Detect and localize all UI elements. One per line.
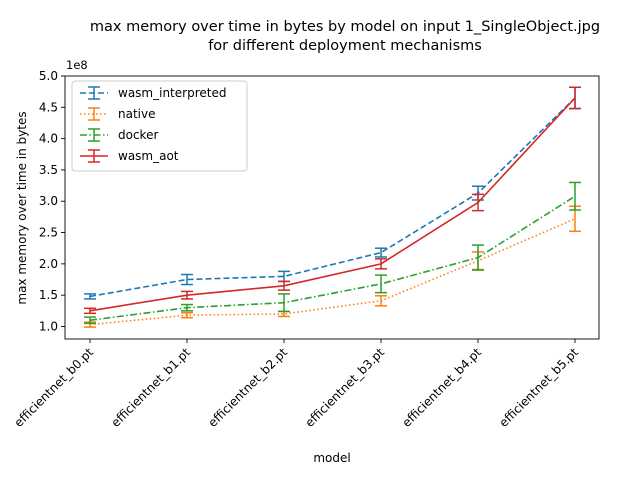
legend-item-docker: docker [80, 128, 158, 142]
x-tick-label: efficientnet_b4.pt [399, 345, 484, 430]
series-docker [84, 181, 581, 325]
y-offset-label: 1e8 [66, 58, 88, 72]
series-wasm_aot [84, 86, 581, 315]
chart-title-line-1: max memory over time in bytes by model o… [90, 19, 600, 35]
legend-label: native [118, 107, 155, 121]
y-tick-label: 5.0 [39, 69, 58, 83]
series-line [89, 97, 576, 312]
y-tick-label: 3.5 [39, 163, 58, 177]
y-tick-label: 4.5 [39, 100, 58, 114]
y-tick-label: 4.0 [39, 132, 58, 146]
x-tick-label: efficientnet_b5.pt [496, 345, 581, 430]
x-axis-ticks: efficientnet_b0.pt efficientnet_b1.pt effi… [11, 339, 581, 430]
x-axis-label: model [313, 451, 350, 465]
legend-label: wasm_interpreted [118, 86, 226, 100]
series-line [89, 195, 576, 322]
y-axis-label: max memory over time in bytes [15, 111, 29, 304]
plot-frame [64, 75, 600, 340]
y-axis-ticks: 1.0 1.5 2.0 2.5 3.0 3.5 4.0 4.5 5.0 [39, 69, 65, 333]
legend-box [71, 80, 248, 172]
x-tick-label: efficientnet_b2.pt [205, 345, 290, 430]
x-tick-label: efficientnet_b0.pt [11, 345, 96, 430]
legend-item-wasm_interpreted: wasm_interpreted [80, 86, 226, 100]
legend-label: docker [118, 128, 158, 142]
y-tick-label: 2.0 [39, 257, 58, 271]
x-tick-label: efficientnet_b3.pt [302, 345, 387, 430]
plot-series [84, 86, 581, 328]
legend-label: wasm_aot [118, 149, 179, 163]
series-line [89, 218, 576, 326]
y-tick-label: 2.5 [39, 226, 58, 240]
legend-item-wasm_aot: wasm_aot [80, 149, 179, 163]
series-line [89, 97, 576, 298]
legend-item-native: native [80, 107, 155, 121]
y-tick-label: 3.0 [39, 194, 58, 208]
x-tick-label: efficientnet_b1.pt [108, 345, 193, 430]
series-native [84, 205, 581, 328]
y-tick-label: 1.0 [39, 319, 58, 333]
y-tick-label: 1.5 [39, 288, 58, 302]
chart-title-line-2: for different deployment mechanisms [208, 38, 482, 54]
